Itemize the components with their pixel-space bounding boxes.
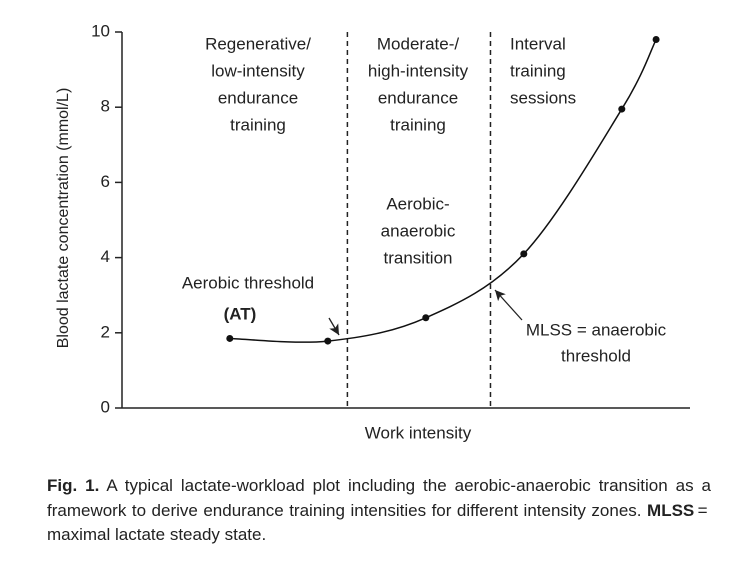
y-tick-label: 8 <box>101 97 110 116</box>
zone-label: Moderate-/ <box>377 34 459 53</box>
zone-label: Interval <box>510 34 566 53</box>
transition-label: Aerobic- <box>386 194 449 213</box>
point <box>422 314 430 322</box>
zone-label: endurance <box>218 88 298 107</box>
y-axis-label: Blood lactate concentration (mmol/L) <box>55 88 72 349</box>
mlss-label: threshold <box>561 346 631 365</box>
curve <box>229 39 657 343</box>
y-tick-label: 6 <box>101 172 110 191</box>
zone-label: endurance <box>378 88 458 107</box>
y-tick-label: 4 <box>101 247 110 266</box>
chart: Work intensity Blood lactate concentrati… <box>55 21 690 442</box>
at-label: Aerobic threshold <box>182 273 314 292</box>
zone-label: training <box>230 115 286 134</box>
point <box>226 334 234 342</box>
x-axis-label: Work intensity <box>365 423 472 442</box>
caption: Fig. 1. A typical lactate-workload plot … <box>47 474 711 548</box>
mlss-arrow <box>494 289 523 321</box>
y-tick-label: 2 <box>101 322 110 341</box>
mlss-label: MLSS = anaerobic <box>526 320 667 339</box>
zone-label: Regenerative/ <box>205 34 311 53</box>
caption-text: = maximal lactate steady state. <box>47 500 711 545</box>
at-arrow <box>328 317 340 336</box>
y-tick-label: 10 <box>91 21 110 40</box>
at-abbrev: (AT) <box>224 304 257 323</box>
point <box>652 36 660 44</box>
zone-label: low-intensity <box>211 61 305 80</box>
zone-label: training <box>390 115 446 134</box>
point <box>520 250 528 258</box>
zone-label: sessions <box>510 88 576 107</box>
caption-bold: MLSS <box>647 500 695 520</box>
zone-label: training <box>510 61 566 80</box>
y-tick-label: 0 <box>101 397 110 416</box>
point <box>618 105 626 113</box>
zone-label: high-intensity <box>368 61 469 80</box>
caption-text: A typical lactate-workload plot includin… <box>47 476 711 520</box>
point <box>324 337 332 345</box>
transition-label: transition <box>384 248 453 267</box>
caption-fig: Fig. 1. <box>47 476 100 495</box>
transition-label: anaerobic <box>381 221 456 240</box>
